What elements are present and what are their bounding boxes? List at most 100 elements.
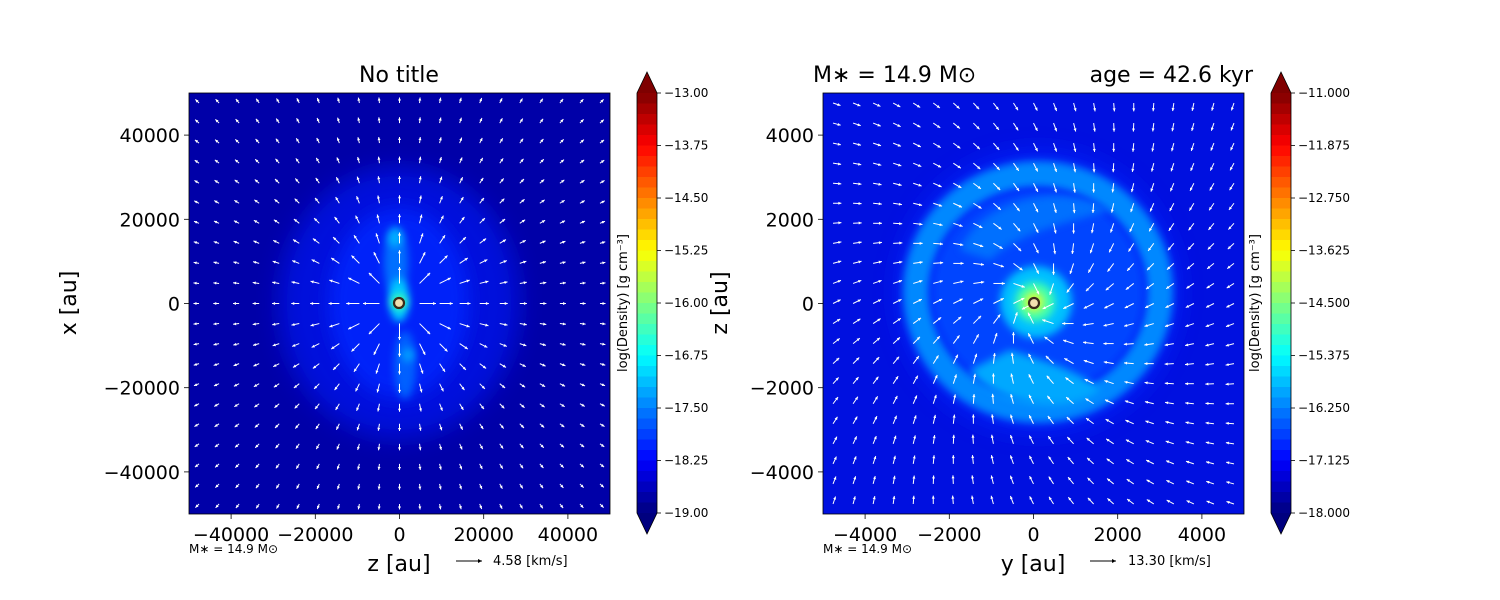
velocity-arrow-head xyxy=(837,122,841,126)
velocity-arrow-head xyxy=(377,447,381,451)
velocity-arrow-head xyxy=(351,348,355,352)
velocity-arrow-head xyxy=(193,281,197,285)
velocity-arrow-head xyxy=(357,486,361,490)
velocity-arrow-head xyxy=(464,346,468,350)
velocity-arrow-head xyxy=(233,281,237,285)
velocity-arrow-head xyxy=(600,484,604,488)
velocity-arrow-head xyxy=(1185,343,1189,347)
panel-1-colorbar-tick-label: −13.00 xyxy=(664,86,708,100)
panel-1-xlabel: z [au] xyxy=(367,552,430,577)
velocity-arrow-head xyxy=(932,455,936,459)
velocity-arrow-head xyxy=(234,403,238,407)
velocity-arrow-head xyxy=(837,142,841,146)
velocity-arrow-head xyxy=(857,318,861,322)
velocity-arrow-head xyxy=(418,466,422,470)
velocity-arrow-head xyxy=(600,160,605,164)
velocity-arrow-head xyxy=(521,199,525,203)
velocity-arrow-head xyxy=(560,98,564,103)
velocity-arrow-head xyxy=(917,164,922,167)
velocity-arrow-head xyxy=(580,464,584,468)
velocity-arrow-head xyxy=(292,260,296,264)
velocity-arrow-head xyxy=(1085,288,1090,292)
velocity-arrow-head xyxy=(444,255,448,259)
velocity-arrow-head xyxy=(1147,266,1151,271)
velocity-arrow-head xyxy=(235,139,239,143)
velocity-arrow-head xyxy=(1048,496,1052,501)
velocity-arrow-head xyxy=(933,414,937,419)
panel-1-quiver-key-label: 4.58 [km/s] xyxy=(493,554,568,569)
velocity-arrow-head xyxy=(838,240,842,244)
velocity-arrow-head xyxy=(1086,418,1090,422)
velocity-arrow-head xyxy=(462,237,466,241)
velocity-arrow-head xyxy=(918,183,922,187)
velocity-arrow-head xyxy=(1166,500,1170,503)
velocity-arrow-head xyxy=(543,281,547,285)
velocity-arrow-head xyxy=(1091,209,1095,213)
velocity-arrow-head xyxy=(1185,421,1189,425)
velocity-arrow-head xyxy=(912,475,916,479)
velocity-arrow-head xyxy=(992,353,996,357)
velocity-arrow-head xyxy=(1227,246,1232,250)
velocity-arrow-head xyxy=(853,476,857,480)
velocity-arrow-head xyxy=(485,302,489,305)
velocity-arrow-head xyxy=(952,434,956,438)
velocity-arrow-head xyxy=(520,465,524,469)
velocity-arrow-head xyxy=(937,317,942,321)
velocity-arrow-head xyxy=(368,330,373,335)
velocity-arrow-head xyxy=(353,235,357,239)
velocity-arrow-head xyxy=(481,218,485,222)
velocity-arrow-head xyxy=(398,408,401,412)
velocity-arrow-head xyxy=(1072,210,1076,214)
velocity-arrow-head xyxy=(957,145,961,149)
velocity-arrow-head xyxy=(314,218,318,222)
velocity-arrow-head xyxy=(252,281,256,285)
velocity-arrow-head xyxy=(580,119,584,123)
velocity-arrow-head xyxy=(438,117,442,121)
velocity-arrow-head xyxy=(991,393,995,397)
velocity-arrow-head xyxy=(276,485,280,489)
velocity-arrow-head xyxy=(499,485,503,489)
velocity-arrow-head xyxy=(418,117,422,121)
velocity-arrow-head xyxy=(418,486,422,490)
velocity-arrow-head xyxy=(1092,189,1096,193)
panel-2-title-mass: M∗ = 14.9 M⊙ xyxy=(813,63,976,88)
velocity-arrow-head xyxy=(418,506,422,510)
panel-1-xtick-label: 40000 xyxy=(538,524,598,546)
velocity-arrow-head xyxy=(1069,270,1073,274)
velocity-arrow-head xyxy=(213,322,217,326)
velocity-arrow-head xyxy=(1131,148,1135,152)
velocity-arrow-head xyxy=(540,424,545,428)
velocity-arrow-head xyxy=(419,214,423,218)
velocity-arrow-head xyxy=(561,383,566,387)
velocity-arrow-head xyxy=(1010,495,1013,500)
velocity-arrow-head xyxy=(1052,271,1056,275)
velocity-arrow-head xyxy=(398,337,401,341)
velocity-arrow-head xyxy=(540,484,544,489)
velocity-arrow-head xyxy=(601,383,606,386)
velocity-arrow-head xyxy=(878,163,882,166)
velocity-arrow-head xyxy=(917,124,921,128)
velocity-arrow-head xyxy=(233,261,237,265)
velocity-arrow-head xyxy=(193,221,198,224)
velocity-arrow-head xyxy=(422,351,426,355)
velocity-arrow-head xyxy=(315,197,319,202)
velocity-arrow-head xyxy=(1125,439,1130,443)
velocity-arrow-head xyxy=(335,406,339,410)
velocity-arrow-head xyxy=(1029,496,1033,500)
velocity-arrow-head xyxy=(581,403,585,407)
velocity-arrow-head xyxy=(310,280,314,284)
velocity-arrow-head xyxy=(235,504,239,509)
velocity-arrow-head xyxy=(1109,249,1112,253)
velocity-arrow-head xyxy=(602,261,606,265)
panel-2-colorbar-gradient xyxy=(1271,93,1291,513)
velocity-arrow-head xyxy=(398,486,401,490)
velocity-arrow-head xyxy=(351,255,355,259)
velocity-arrow-head xyxy=(275,465,279,469)
velocity-arrow-head xyxy=(1087,477,1091,481)
velocity-arrow-head xyxy=(311,259,315,263)
velocity-arrow-head xyxy=(878,182,882,186)
velocity-arrow-head xyxy=(838,201,842,205)
velocity-arrow-head xyxy=(1105,399,1109,403)
velocity-arrow-head xyxy=(1130,208,1134,213)
